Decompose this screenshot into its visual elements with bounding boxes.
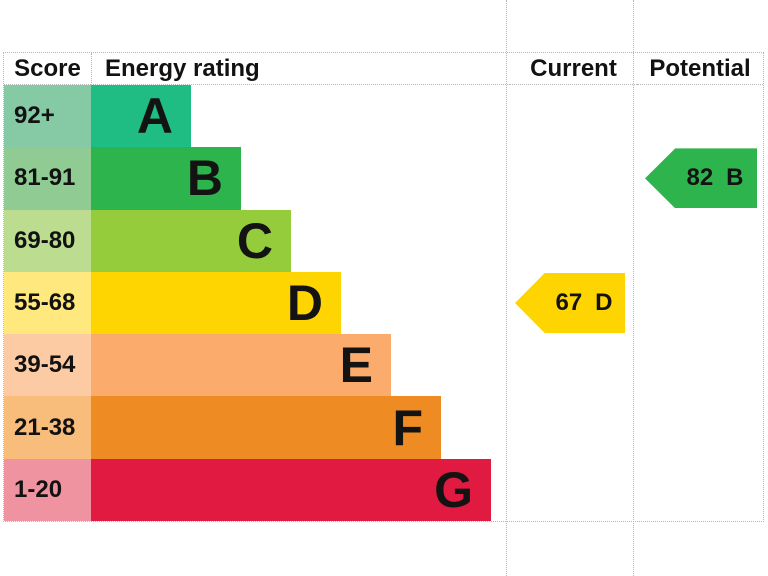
- potential-rating-arrow: 82 B: [645, 148, 757, 209]
- rating-band-cell-f: F: [91, 396, 510, 459]
- band-bar-g: G: [91, 458, 491, 521]
- current-rating-arrow: 67 D: [515, 272, 625, 333]
- band-bar-b: B: [91, 147, 241, 210]
- current-rating-value: 67: [555, 288, 583, 316]
- rating-band-cell-d: D: [91, 271, 510, 335]
- potential-column-header: Potential: [637, 53, 763, 85]
- score-range-cell-e: 39-54: [4, 334, 91, 397]
- score-range-cell-a: 92+: [4, 85, 91, 148]
- energy-rating-column-header: Energy rating: [91, 53, 510, 85]
- current-rating-letter: D: [595, 288, 613, 316]
- band-bar-c: C: [91, 209, 291, 272]
- score-range-cell-c: 69-80: [4, 209, 91, 272]
- rating-band-cell-g: G: [91, 458, 510, 521]
- rating-band-cell-e: E: [91, 334, 510, 397]
- rating-band-cell-a: A: [91, 85, 510, 148]
- current-column-header: Current: [510, 53, 637, 85]
- potential-rating-letter: B: [726, 164, 744, 192]
- potential-rating-marker: 82 B: [637, 147, 763, 209]
- rating-band-cell-b: B: [91, 147, 510, 210]
- band-bar-a: A: [91, 85, 191, 148]
- score-range-cell-f: 21-38: [4, 396, 91, 459]
- score-range-cell-b: 81-91: [4, 147, 91, 210]
- potential-rating-value: 82: [686, 164, 714, 192]
- score-column-header: Score: [4, 53, 91, 85]
- band-bar-d: D: [91, 271, 341, 335]
- score-range-cell-d: 55-68: [4, 271, 91, 335]
- band-bar-e: E: [91, 334, 391, 397]
- score-range-cell-g: 1-20: [4, 458, 91, 521]
- rating-table: Score Energy rating Current Potential 67…: [3, 52, 764, 522]
- band-bar-f: F: [91, 396, 441, 459]
- rating-band-cell-c: C: [91, 209, 510, 272]
- current-rating-marker: 67 D: [510, 272, 637, 334]
